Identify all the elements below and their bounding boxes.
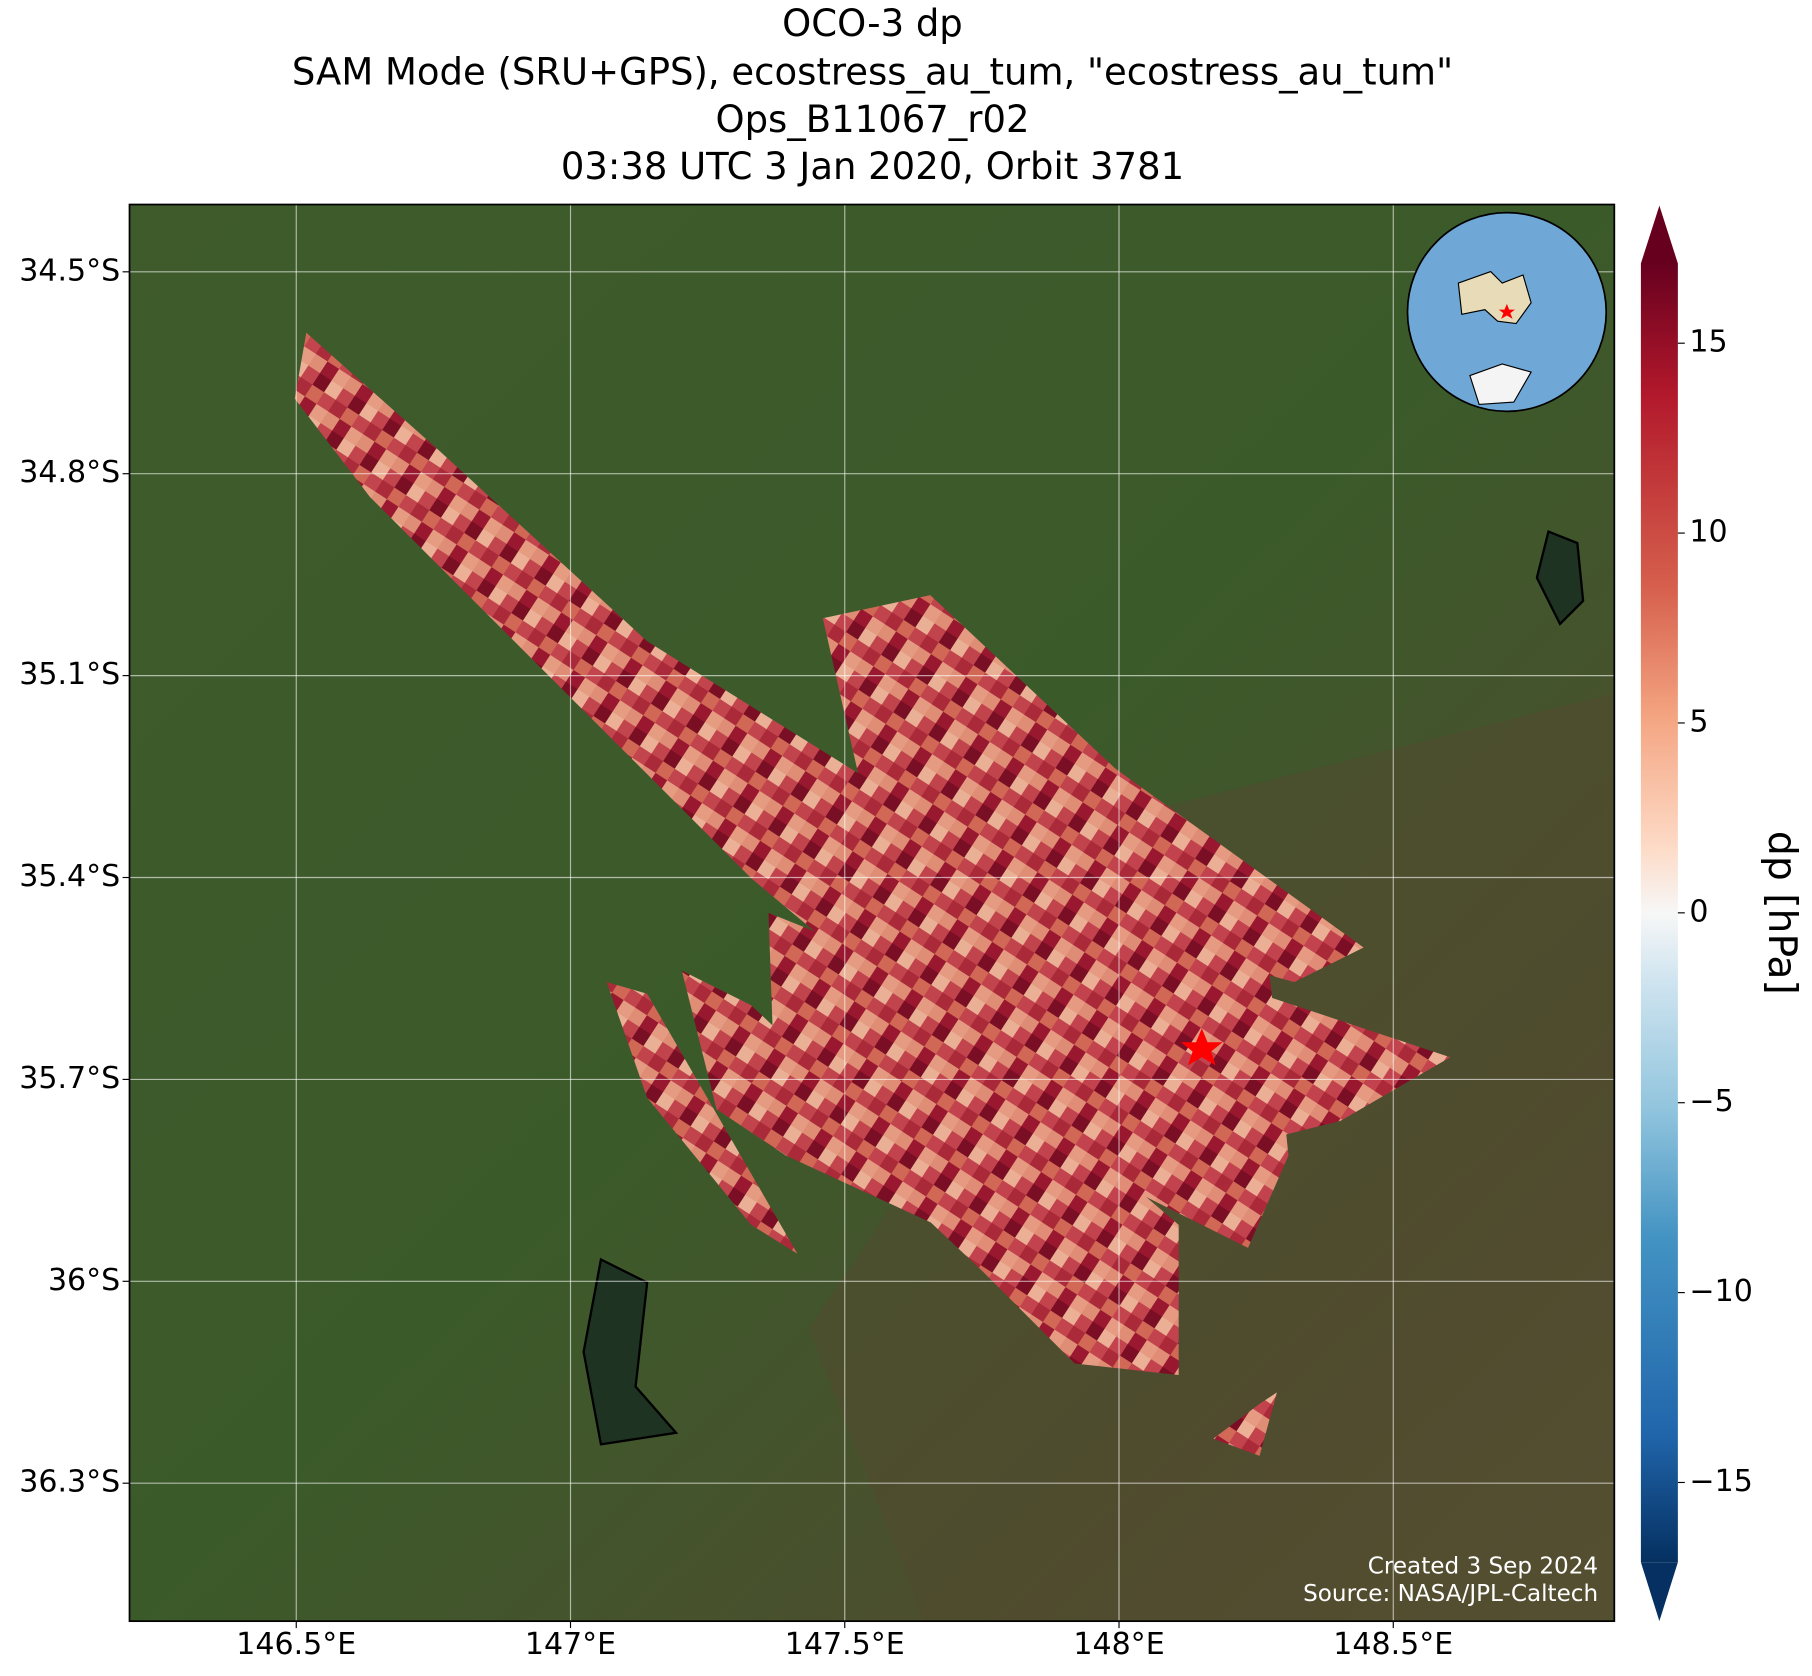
y-tick-label: 35.7°S [19,1061,120,1096]
y-tick-label: 36.3°S [19,1465,120,1500]
x-tick-label: 146.5°E [236,1627,356,1662]
map: Created 3 Sep 2024 Source: NASA/JPL-Calt… [128,203,1616,1623]
y-tick-label: 34.8°S [19,455,120,490]
swath [860,785,1289,1248]
lake [1535,529,1585,626]
x-tick-label: 147°E [525,1627,616,1662]
frame [128,203,1616,1623]
colorbar-tick-label: −5 [1689,1084,1733,1119]
lake [582,1257,679,1446]
colorbar-tick-label: 5 [1689,704,1708,739]
x-tick-label: 148.5°E [1333,1627,1453,1662]
title-line: OCO-3 dp [782,2,963,45]
y-tick-label: 35.1°S [19,657,120,692]
credit: Source: NASA/JPL-Caltech [1303,1581,1598,1607]
title-line: SAM Mode (SRU+GPS), ecostress_au_tum, "e… [292,50,1453,93]
colorbar-tick-label: 15 [1689,325,1727,360]
colorbar-extend [1640,205,1678,264]
site-marker [1181,1028,1223,1066]
y-tick-label: 35.4°S [19,859,120,894]
colorbar-tick-label: 0 [1689,894,1708,929]
colorbar-tick-label: 10 [1689,515,1727,550]
title-line: Ops_B11067_r02 [715,98,1029,141]
colorbar-tick-label: −10 [1689,1274,1752,1309]
swath [768,912,1179,1376]
y-tick-label: 36°S [48,1263,120,1298]
title-line: 03:38 UTC 3 Jan 2020, Orbit 3781 [561,145,1184,188]
inset-marker [1498,303,1515,319]
colorbar: dp [hPa] −15 −10 −5 0 5 10 15 [1640,205,1804,1622]
antarctica [1469,363,1532,406]
swath [606,982,798,1254]
swath [681,970,948,1225]
y-tick-label: 34.5°S [19,253,120,288]
swaths [294,332,1451,1456]
x-tick-label: 148°E [1073,1627,1164,1662]
colorbar-label: dp [hPa] [1759,831,1804,995]
swath [1213,1392,1277,1456]
colorbar-body [1640,263,1678,1563]
globe-inset [1406,211,1608,413]
title: OCO-3 dp SAM Mode (SRU+GPS), ecostress_a… [292,2,1453,188]
colorbar-tick-label: −15 [1689,1464,1752,1499]
credit: Created 3 Sep 2024 [1368,1553,1598,1579]
grid [129,204,1615,1622]
x-tick-label: 147.5°E [785,1627,905,1662]
colorbar-extend [1640,1562,1678,1622]
